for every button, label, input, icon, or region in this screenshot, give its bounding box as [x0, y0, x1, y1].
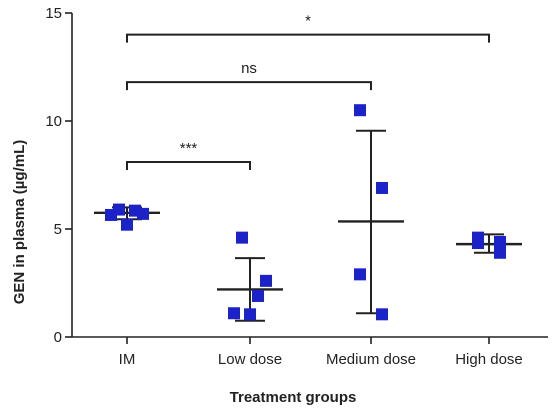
data-point	[494, 246, 506, 259]
data-point	[376, 308, 388, 321]
significance-bracket	[126, 33, 490, 43]
y-tick-label: 15	[45, 5, 62, 22]
y-tick-label: 10	[45, 113, 62, 130]
group-low-dose	[217, 231, 283, 322]
data-point	[354, 104, 366, 117]
data-marks	[94, 104, 522, 322]
y-tick-label: 0	[54, 329, 62, 346]
data-point	[228, 307, 240, 320]
x-tick-label: Medium dose	[326, 351, 416, 368]
data-point	[494, 235, 506, 248]
significance-brackets: *** ns *	[126, 13, 490, 171]
significance-label: *	[305, 13, 311, 30]
data-point	[121, 218, 133, 231]
x-axis: IM Low dose Medium dose High dose	[72, 336, 548, 368]
x-tick-label: Low dose	[218, 351, 282, 368]
data-point	[105, 208, 117, 221]
data-point	[236, 231, 248, 244]
data-point	[252, 289, 264, 302]
y-axis: 0 5 10 15	[45, 5, 73, 346]
y-tick-label: 5	[54, 221, 62, 238]
x-tick-label: High dose	[455, 351, 523, 368]
group-high-dose	[456, 231, 522, 259]
data-point	[244, 308, 256, 321]
data-point	[472, 237, 484, 250]
data-point	[129, 204, 141, 217]
significance-bracket	[126, 161, 251, 171]
y-axis-title: GEN in plasma (µg/mL)	[11, 140, 28, 305]
significance-bracket	[126, 81, 372, 91]
significance-label: ns	[241, 60, 257, 77]
significance-label: ***	[180, 140, 198, 157]
group-medium-dose	[338, 104, 404, 321]
data-point	[260, 274, 272, 287]
data-point	[354, 268, 366, 281]
group-im	[94, 203, 160, 231]
x-tick-label: IM	[119, 351, 136, 368]
x-axis-title: Treatment groups	[230, 389, 357, 406]
data-point	[376, 181, 388, 194]
